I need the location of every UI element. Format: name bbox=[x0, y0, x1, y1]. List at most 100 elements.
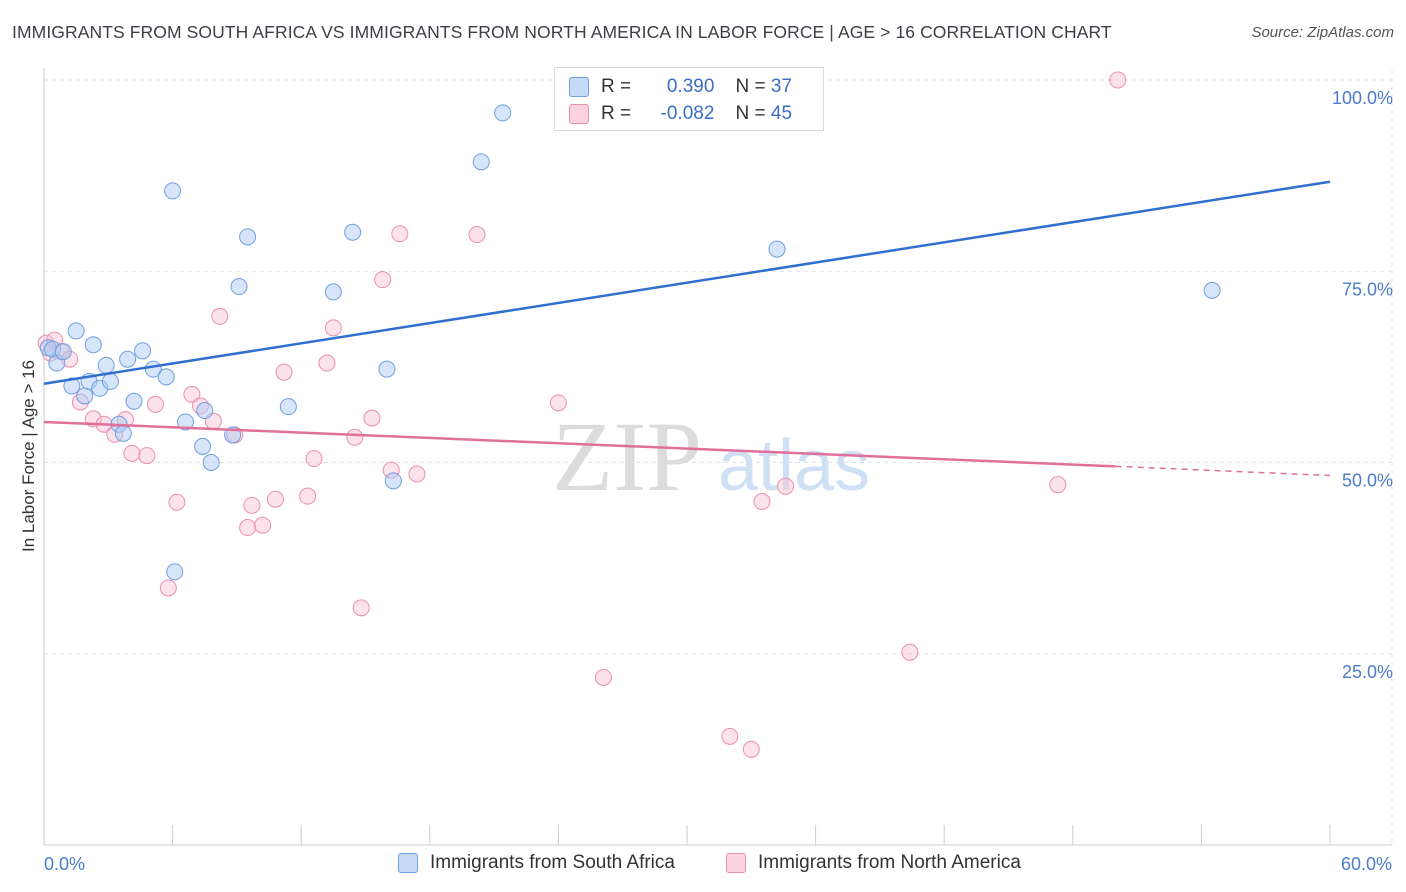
legend-series: Immigrants from South Africa Immigrants … bbox=[0, 850, 1406, 880]
data-point-north-america bbox=[299, 487, 317, 505]
data-point-north-america bbox=[391, 225, 409, 243]
data-point-north-america bbox=[468, 226, 486, 244]
data-point-north-america bbox=[1109, 71, 1127, 89]
data-point-north-america bbox=[318, 354, 336, 372]
chart-title: IMMIGRANTS FROM SOUTH AFRICA VS IMMIGRAN… bbox=[12, 22, 1112, 42]
data-point-north-america bbox=[159, 579, 177, 597]
data-point-south-africa bbox=[472, 153, 490, 171]
series-north-america-points bbox=[37, 71, 1127, 758]
data-point-south-africa bbox=[54, 343, 72, 361]
legend-row-north-america: R = -0.082 N = 45 bbox=[569, 101, 792, 127]
data-point-south-africa bbox=[101, 372, 119, 390]
data-point-north-america bbox=[275, 363, 293, 381]
legend-row-south-africa: R = 0.390 N = 37 bbox=[569, 74, 792, 100]
data-point-north-america bbox=[324, 319, 342, 337]
watermark: ZIP atlas bbox=[552, 401, 870, 512]
data-point-south-africa bbox=[67, 322, 85, 340]
y-tick-label: 25.0% bbox=[1342, 662, 1393, 682]
data-point-north-america bbox=[352, 599, 370, 617]
data-point-south-africa bbox=[76, 387, 94, 405]
data-point-north-america bbox=[346, 428, 364, 446]
data-point-north-america bbox=[266, 490, 284, 508]
x-tick-label: 60.0% bbox=[1341, 854, 1392, 874]
data-point-south-africa bbox=[114, 424, 132, 442]
data-point-north-america bbox=[146, 395, 164, 413]
axes bbox=[43, 68, 1392, 846]
data-point-north-america bbox=[901, 643, 919, 661]
legend-n-value: 45 bbox=[770, 103, 793, 124]
data-point-north-america bbox=[777, 477, 795, 495]
legend-label-north-america: Immigrants from North America bbox=[758, 852, 1021, 873]
data-point-north-america bbox=[168, 493, 186, 511]
data-point-north-america bbox=[183, 385, 201, 403]
data-point-south-africa bbox=[768, 240, 786, 258]
data-point-north-america bbox=[1049, 476, 1067, 494]
legend-r-value: -0.082 bbox=[660, 103, 715, 124]
y-tick-label: 100.0% bbox=[1332, 88, 1393, 108]
data-point-south-africa bbox=[324, 283, 342, 301]
trend-line-north-america bbox=[43, 420, 1116, 468]
legend-n-value: 37 bbox=[770, 76, 793, 97]
legend-swatch-pink bbox=[569, 104, 589, 124]
data-point-south-africa bbox=[134, 342, 152, 360]
y-axis-label: In Labor Force | Age > 16 bbox=[19, 360, 38, 552]
data-point-north-america bbox=[243, 496, 261, 514]
data-point-south-africa bbox=[494, 104, 512, 122]
data-point-north-america bbox=[721, 727, 739, 745]
data-point-north-america bbox=[363, 409, 381, 427]
data-point-north-america bbox=[305, 450, 323, 468]
data-point-south-africa bbox=[279, 398, 297, 416]
legend-r-value: 0.390 bbox=[666, 76, 715, 97]
data-point-north-america bbox=[753, 493, 771, 511]
data-point-north-america bbox=[138, 447, 156, 465]
data-point-south-africa bbox=[1203, 281, 1221, 299]
legend-r-label: R = bbox=[601, 103, 632, 124]
chart-source: Source: ZipAtlas.com bbox=[1251, 24, 1394, 41]
legend-item-north-america: Immigrants from North America bbox=[726, 852, 1021, 874]
trend-lines bbox=[43, 180, 1331, 477]
data-point-north-america bbox=[742, 740, 760, 758]
data-point-south-africa bbox=[230, 278, 248, 296]
data-point-south-africa bbox=[196, 401, 214, 419]
tick-labels: 25.0% 50.0% 75.0% 100.0% 0.0% 60.0% bbox=[44, 88, 1393, 874]
data-point-south-africa bbox=[202, 454, 220, 471]
legend-n-label: N = bbox=[735, 76, 766, 97]
data-point-south-africa bbox=[125, 392, 143, 410]
data-point-south-africa bbox=[119, 350, 137, 368]
data-point-south-africa bbox=[157, 368, 175, 386]
x-tick-label: 0.0% bbox=[44, 854, 85, 874]
data-point-north-america bbox=[594, 668, 612, 686]
gridlines bbox=[44, 70, 1393, 845]
data-point-north-america bbox=[239, 519, 257, 537]
legend-swatch-pink bbox=[726, 853, 746, 873]
y-tick-label: 50.0% bbox=[1342, 471, 1393, 491]
data-point-south-africa bbox=[194, 437, 212, 455]
legend-stats: R = 0.390 N = 37 R = -0.082 N = 45 bbox=[554, 67, 824, 131]
data-point-south-africa bbox=[63, 377, 81, 395]
data-point-north-america bbox=[408, 465, 426, 483]
legend-swatch-blue bbox=[569, 77, 589, 97]
data-point-south-africa bbox=[97, 356, 115, 374]
data-point-north-america bbox=[374, 271, 392, 289]
trend-line-north-america-extension bbox=[1115, 465, 1331, 477]
data-point-south-africa bbox=[384, 472, 402, 490]
data-point-north-america bbox=[549, 394, 567, 412]
data-point-south-africa bbox=[164, 182, 182, 200]
y-tick-label: 75.0% bbox=[1342, 279, 1393, 299]
legend-item-south-africa: Immigrants from South Africa bbox=[398, 852, 675, 874]
data-point-north-america bbox=[211, 307, 229, 325]
legend-label-south-africa: Immigrants from South Africa bbox=[430, 852, 675, 873]
data-point-south-africa bbox=[166, 563, 184, 581]
watermark-atlas: atlas bbox=[718, 426, 870, 506]
legend-r-label: R = bbox=[601, 76, 632, 97]
trend-line-south-africa bbox=[43, 180, 1331, 385]
legend-swatch-blue bbox=[398, 853, 418, 873]
data-point-south-africa bbox=[344, 223, 362, 241]
data-point-south-africa bbox=[84, 336, 102, 354]
watermark-zip: ZIP bbox=[552, 401, 702, 512]
data-point-south-africa bbox=[239, 228, 257, 246]
legend-n-label: N = bbox=[735, 103, 766, 124]
data-point-south-africa bbox=[176, 413, 194, 431]
data-point-north-america bbox=[254, 516, 272, 534]
